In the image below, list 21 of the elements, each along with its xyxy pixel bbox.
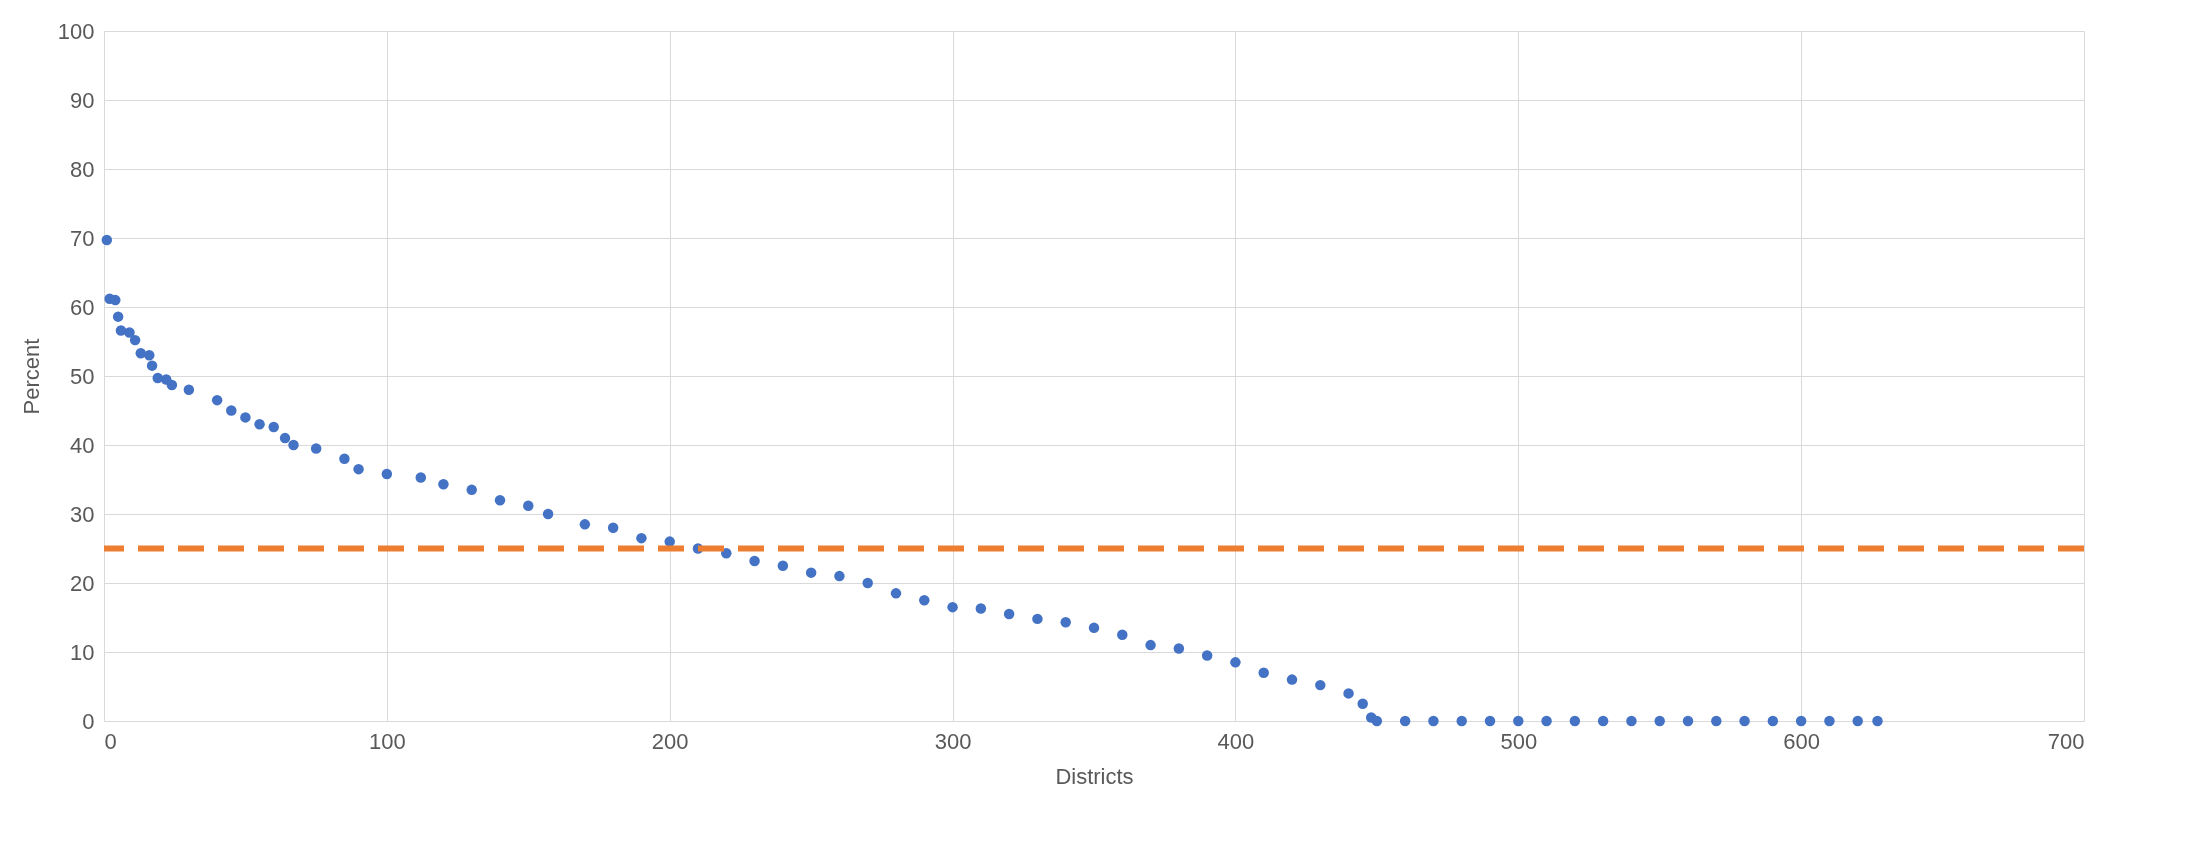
- y-tick-label: 80: [70, 156, 95, 182]
- x-tick-label: 700: [2047, 728, 2085, 754]
- x-tick-label: 600: [1783, 728, 1820, 754]
- y-tick-label: 50: [70, 363, 95, 389]
- y-tick-label: 40: [70, 432, 95, 458]
- x-tick-label: 500: [1500, 728, 1538, 754]
- y-tick-label: 20: [70, 570, 95, 596]
- y-tick-label: 90: [70, 87, 95, 113]
- y-tick-label: 10: [70, 639, 95, 665]
- y-tick-label: 70: [70, 225, 95, 251]
- y-axis-title: Percent: [18, 338, 44, 415]
- x-axis-title: Districts: [1055, 763, 1134, 789]
- x-tick-label: 100: [369, 728, 406, 754]
- y-tick-label: 30: [70, 501, 95, 527]
- x-tick-label: 0: [104, 728, 117, 754]
- x-tick-label: 200: [651, 728, 689, 754]
- x-tick-label: 400: [1217, 728, 1255, 754]
- x-tick-label: 300: [934, 728, 972, 754]
- y-tick-label: 100: [57, 18, 95, 44]
- y-tick-label: 60: [70, 294, 95, 320]
- y-tick-label: 0: [82, 708, 95, 734]
